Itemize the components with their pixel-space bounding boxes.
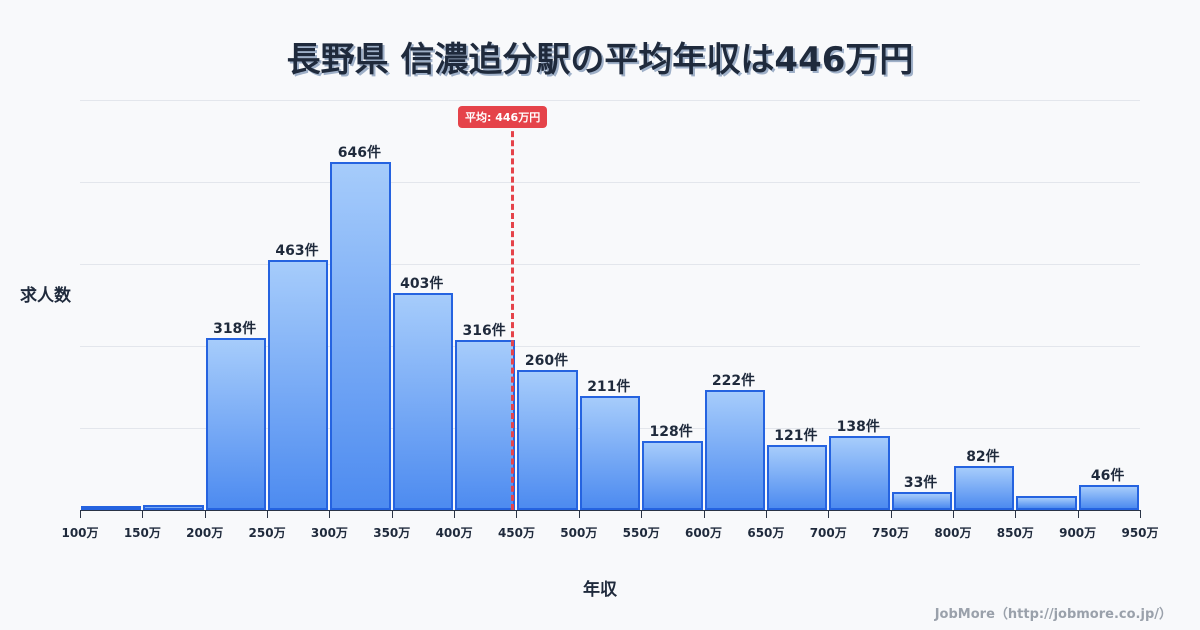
x-tick-label: 550万: [622, 526, 660, 540]
histogram-bar: [704, 390, 765, 510]
gridline: [80, 100, 1140, 101]
x-axis-label: 年収: [583, 580, 617, 600]
average-line: [511, 122, 514, 510]
bar-value-label: 82件: [966, 448, 1000, 465]
bar-value-label: 316件: [462, 322, 506, 339]
x-tick: [952, 510, 954, 518]
bar-value-label: 318件: [213, 321, 257, 338]
bar-value-label: 646件: [337, 144, 382, 161]
x-tick: [1015, 510, 1017, 518]
histogram-bar: [829, 435, 890, 510]
x-tick-label: 400万: [435, 526, 473, 540]
x-tick-label: 300万: [310, 526, 348, 540]
histogram-bar: [392, 292, 454, 510]
y-axis-label: 求人数: [20, 286, 71, 306]
histogram-bar: [1078, 485, 1139, 510]
x-tick-label: 450万: [497, 526, 535, 540]
histogram-bar: [953, 465, 1015, 510]
x-tick: [454, 510, 456, 518]
x-tick-label: 900万: [1059, 526, 1097, 540]
bar-value-label: 403件: [400, 275, 444, 292]
bar-value-label: 121件: [774, 427, 818, 444]
bar-value-label: 46件: [1090, 468, 1125, 485]
x-tick: [516, 510, 518, 518]
x-tick: [267, 510, 269, 518]
x-tick-label: 100万: [61, 526, 99, 540]
bar-value-label: 211件: [587, 379, 631, 396]
x-tick-label: 600万: [684, 526, 723, 540]
bar-value-label: 33件: [903, 475, 938, 492]
x-tick: [765, 510, 767, 518]
x-tick-label: 150万: [123, 526, 161, 540]
x-tick: [1140, 510, 1141, 518]
x-tick: [204, 510, 206, 518]
x-tick: [703, 510, 705, 518]
bar-value-label: 260件: [524, 352, 569, 369]
x-tick: [1077, 510, 1079, 518]
histogram-bar: [330, 161, 391, 510]
x-tick-label: 850万: [996, 526, 1034, 540]
bar-value-label: 463件: [275, 243, 319, 260]
histogram-bar: [455, 339, 516, 510]
bar-value-label: 138件: [836, 418, 880, 435]
histogram-bar: [766, 444, 828, 510]
credit-text: JobMore（http://jobmore.co.jp/）: [934, 607, 1172, 622]
histogram-bar: [1016, 495, 1077, 510]
histogram-bar: [143, 505, 204, 510]
x-tick-label: 350万: [373, 526, 411, 540]
x-tick-label: 800万: [934, 526, 972, 540]
x-tick: [641, 510, 643, 518]
x-tick-label: 950万: [1121, 526, 1159, 540]
x-tick-label: 650万: [747, 526, 785, 540]
gridline: [80, 182, 1140, 183]
x-tick: [828, 510, 830, 518]
chart-title: 長野県 信濃追分駅の平均年収は446万円: [286, 40, 914, 80]
x-tick-label: 500万: [560, 526, 598, 540]
x-axis-line: [80, 510, 1140, 511]
x-tick-label: 700万: [809, 526, 847, 540]
histogram-bar: [268, 260, 329, 510]
bar-value-label: 222件: [711, 373, 756, 390]
x-tick-label: 200万: [186, 526, 224, 540]
histogram-bar: [579, 396, 641, 510]
plot-area: 318件 463件 646件 403件 316件 260件 211件 128件 222件 121件…: [80, 100, 1140, 511]
x-tick-label: 750万: [872, 526, 910, 540]
histogram-bar: [205, 338, 267, 510]
gridline: [80, 346, 1140, 347]
bar-value-label: 128件: [649, 423, 693, 440]
x-tick: [391, 510, 393, 518]
x-tick: [890, 510, 892, 518]
histogram-bar: [891, 492, 952, 510]
average-badge: 平均: 446万円: [458, 106, 548, 128]
x-tick: [578, 510, 580, 518]
histogram-bar: [642, 440, 703, 510]
histogram-bar: [81, 506, 142, 510]
gridline: [80, 264, 1140, 265]
x-tick-label: 250万: [248, 526, 286, 540]
x-tick: [329, 510, 331, 518]
x-tick: [80, 510, 81, 518]
x-tick: [142, 510, 144, 518]
histogram-bar: [517, 369, 578, 510]
